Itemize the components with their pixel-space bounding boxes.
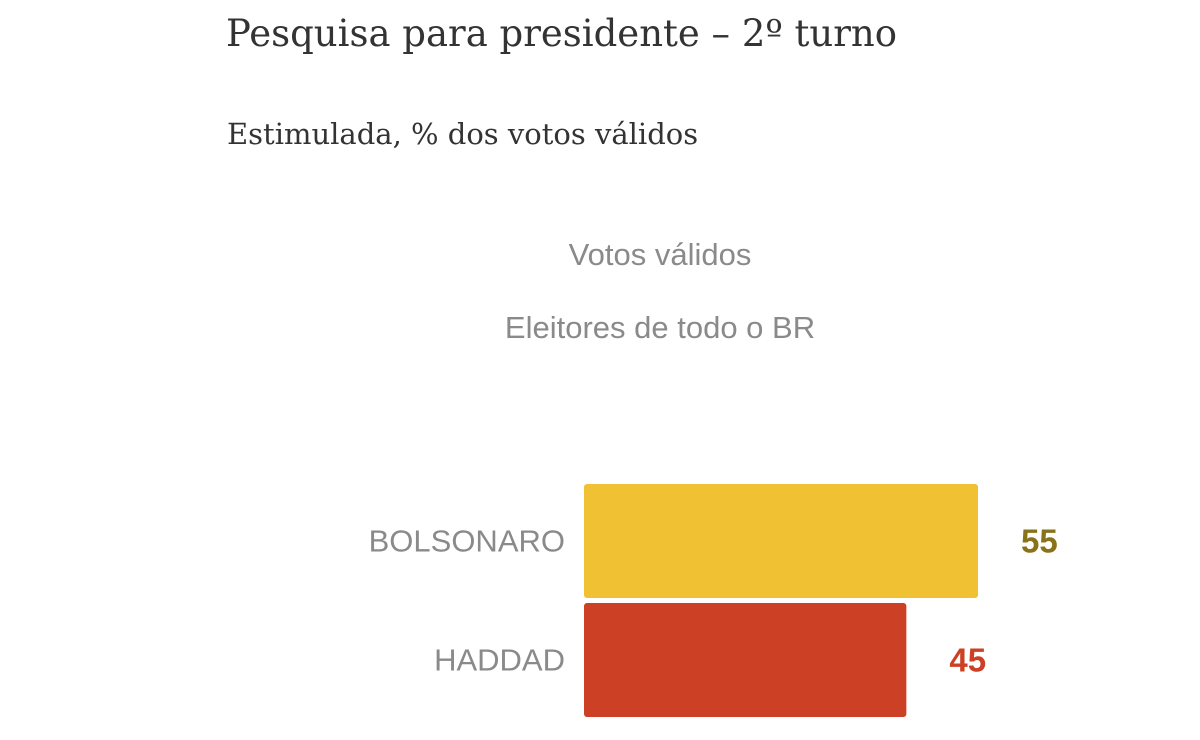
value-label-haddad: 45 [949, 642, 986, 679]
bar-bolsonaro [584, 484, 978, 598]
valid-votes-toggle[interactable]: Votos válidos [568, 237, 752, 272]
chart-subtitle: Estimulada, % dos votos válidos [227, 117, 699, 151]
category-label-haddad: HADDAD [434, 643, 565, 678]
category-label-bolsonaro: BOLSONARO [369, 524, 565, 559]
value-label-bolsonaro: 55 [1021, 523, 1058, 560]
bar-haddad [584, 603, 907, 717]
chart-title: Pesquisa para presidente – 2º turno [226, 12, 898, 55]
all-voters-toggle[interactable]: Eleitores de todo o BR [504, 310, 816, 345]
